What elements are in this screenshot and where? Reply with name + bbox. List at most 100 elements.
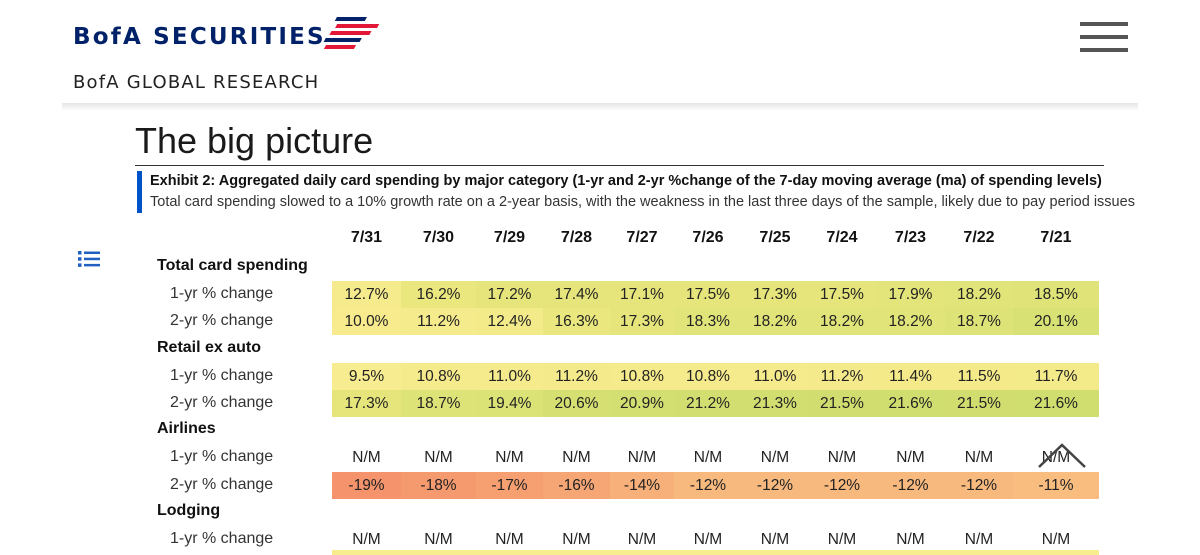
table-cell: 17.5%: [674, 281, 742, 309]
column-header: 7/23: [894, 229, 927, 246]
table-cell: N/M: [827, 449, 857, 467]
table-cell: -11%: [1013, 471, 1099, 499]
table-cell: -12%: [742, 471, 808, 499]
row-label: 1-yr % change: [170, 366, 274, 384]
table-cell: 18.2%: [876, 308, 945, 336]
table-cell: N/M: [627, 449, 657, 467]
exhibit-subtitle: Total card spending slowed to a 10% grow…: [150, 194, 1135, 210]
table-cell: 11.7%: [1013, 362, 1099, 390]
table-cell: 11.0%: [476, 362, 543, 390]
table-cell: 11.5%: [945, 362, 1013, 390]
table-cell: 17.4%: [543, 281, 610, 309]
table-cell: -12%: [945, 471, 1013, 499]
table-cell: 19.4%: [476, 390, 543, 417]
table-cell: 11.2%: [543, 362, 610, 390]
table-cell: 18.5%: [1013, 281, 1099, 309]
table-cell: 18.7%: [401, 390, 476, 417]
category-label: Airlines: [157, 420, 216, 438]
global-research-label: BofA GLOBAL RESEARCH: [73, 72, 320, 93]
table-cell: 10.8%: [401, 362, 476, 390]
table-cell: N/M: [896, 531, 925, 548]
table-row-partial: [332, 550, 1099, 555]
table-cell: N/M: [760, 449, 790, 467]
list-icon[interactable]: [78, 250, 100, 268]
table-cell: 16.3%: [543, 308, 610, 336]
table-cell: N/M: [562, 449, 591, 467]
table-cell: 17.3%: [742, 281, 808, 309]
table-cell: 18.7%: [945, 308, 1013, 336]
table-cell: 11.4%: [876, 362, 945, 390]
table-cell: -14%: [610, 471, 674, 499]
table-cell: 9.5%: [332, 362, 401, 390]
table-cell: 10.0%: [332, 308, 401, 336]
column-header: 7/24: [826, 229, 858, 246]
row-label: 2-yr % change: [170, 475, 274, 493]
row-label: 1-yr % change: [170, 530, 274, 547]
table-cell: 11.0%: [742, 362, 808, 390]
table-cell: 17.9%: [876, 281, 945, 309]
table-cell: 20.1%: [1013, 308, 1099, 336]
table-cell: 21.2%: [674, 390, 742, 417]
table-cell: 20.6%: [543, 390, 610, 417]
table-cell: N/M: [964, 449, 994, 467]
table-cell: 11.2%: [401, 308, 476, 336]
table-cell: N/M: [424, 449, 453, 467]
table-cell: N/M: [827, 531, 857, 548]
table-cell: -12%: [674, 471, 742, 499]
chevron-up-icon[interactable]: [1036, 440, 1088, 470]
table-cell: N/M: [352, 449, 381, 467]
table-cell: -18%: [401, 471, 476, 499]
row-label: 1-yr % change: [170, 448, 274, 466]
column-header: 7/30: [422, 229, 455, 246]
category-label: Lodging: [157, 501, 221, 519]
table-cell: -16%: [543, 471, 610, 499]
table-cell: -19%: [332, 471, 401, 499]
hamburger-menu-icon[interactable]: [1080, 22, 1128, 52]
column-header: 7/28: [560, 229, 593, 246]
table-cell: 12.7%: [332, 281, 401, 309]
table-cell: N/M: [1041, 531, 1071, 548]
category-label: Retail ex auto: [157, 338, 262, 356]
table-cell: 20.9%: [610, 390, 674, 417]
table-cell: 21.5%: [945, 390, 1013, 417]
table-cell: 17.2%: [476, 281, 543, 309]
table-cell: N/M: [562, 531, 591, 548]
table-cell: N/M: [627, 531, 657, 548]
bofa-flag-icon: [323, 17, 380, 49]
column-header: 7/29: [493, 229, 526, 246]
table-cell: N/M: [1041, 449, 1071, 467]
table-cell: 18.3%: [674, 308, 742, 336]
table-cell: 17.3%: [610, 308, 674, 336]
column-header: 7/31: [350, 229, 383, 246]
page-title: The big picture: [135, 120, 374, 161]
table-cell: 16.2%: [401, 281, 476, 309]
table-cell: 21.6%: [1013, 390, 1099, 417]
exhibit-accent-bar: [137, 171, 142, 213]
table-cell: 17.3%: [332, 390, 401, 417]
table-cell: N/M: [352, 531, 381, 548]
table-cell: -12%: [876, 471, 945, 499]
brand-logo-text[interactable]: BofA SECURITIES: [73, 24, 326, 50]
table-cell: -17%: [476, 471, 543, 499]
table-cell: 18.2%: [808, 308, 876, 336]
table-cell: N/M: [964, 531, 994, 548]
table-cell: -12%: [808, 471, 876, 499]
site-header: BofA SECURITIES BofA GLOBAL RESEARCH: [0, 0, 1200, 105]
row-label: 2-yr % change: [170, 312, 274, 330]
column-header: 7/26: [692, 229, 724, 246]
table-cell: N/M: [896, 449, 925, 467]
row-label: 2-yr % change: [170, 394, 274, 411]
column-header: 7/22: [963, 229, 995, 246]
table-cell: 18.2%: [742, 308, 808, 336]
header-shadow: [62, 103, 1138, 111]
exhibit-title: Exhibit 2: Aggregated daily card spendin…: [150, 173, 1102, 189]
table-cell: 10.8%: [674, 362, 742, 390]
title-divider: [135, 165, 1104, 166]
column-header: 7/27: [626, 229, 658, 246]
table-cell: 17.1%: [610, 281, 674, 309]
table-cell: 17.5%: [808, 281, 876, 309]
column-header: 7/21: [1040, 229, 1072, 246]
table-cell: 18.2%: [945, 281, 1013, 309]
table-cell: N/M: [693, 449, 723, 467]
table-cell: 10.8%: [610, 362, 674, 390]
